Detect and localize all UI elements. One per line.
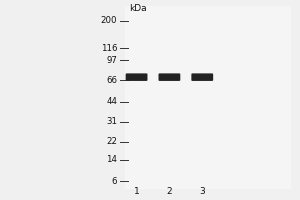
FancyBboxPatch shape <box>158 73 180 81</box>
Text: kDa: kDa <box>129 4 147 13</box>
Text: 14: 14 <box>106 155 117 164</box>
Text: 2: 2 <box>167 187 172 196</box>
FancyBboxPatch shape <box>191 73 213 81</box>
Text: 22: 22 <box>106 137 117 146</box>
Text: 6: 6 <box>112 177 117 186</box>
Text: 31: 31 <box>106 117 117 126</box>
Text: 1: 1 <box>134 187 140 196</box>
Bar <box>124 6 290 188</box>
Text: 116: 116 <box>101 44 117 53</box>
Text: 66: 66 <box>106 76 117 85</box>
Text: 97: 97 <box>106 56 117 65</box>
Text: 3: 3 <box>200 187 205 196</box>
FancyBboxPatch shape <box>126 73 148 81</box>
Text: 44: 44 <box>106 97 117 106</box>
Text: 200: 200 <box>101 16 117 25</box>
